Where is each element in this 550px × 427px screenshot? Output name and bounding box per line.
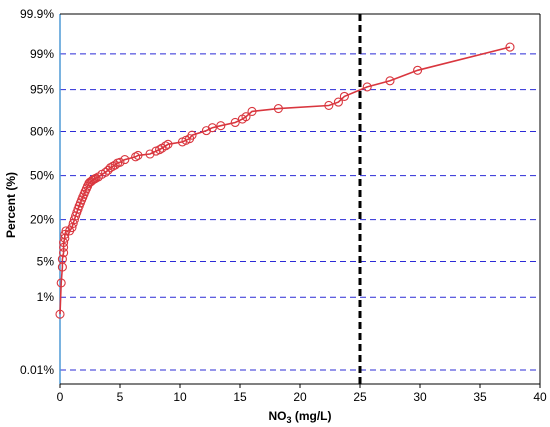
data-point-43 [133, 150, 143, 160]
data-point-57 [230, 117, 240, 128]
data-point-65 [362, 82, 372, 92]
gridlines [60, 13, 540, 371]
x-axis-title-main: NO [268, 409, 286, 423]
data-point-34 [101, 167, 111, 177]
data-point-1 [56, 278, 66, 288]
x-axis-title-subscript: 3 [286, 415, 291, 425]
data-point-61 [273, 104, 283, 114]
series-line-0 [59, 46, 511, 315]
data-point-4 [59, 248, 69, 258]
x-axis-title-unit: (mg/L) [292, 409, 332, 423]
y-tick-label-2: 5% [37, 255, 55, 269]
data-point-0 [55, 309, 65, 319]
axes [59, 13, 541, 388]
y-tick-label-1: 1% [37, 290, 55, 304]
data-point-40 [115, 157, 125, 167]
y-tick-label-7: 99% [30, 47, 54, 61]
x-tick-label-3: 15 [233, 390, 247, 404]
y-axis-title: Percent (%) [4, 172, 18, 238]
data-point-55 [207, 123, 217, 133]
data-point-44 [145, 149, 155, 159]
data-series [55, 42, 515, 319]
data-point-3 [57, 254, 67, 264]
data-point-68 [505, 42, 515, 52]
data-point-11 [67, 223, 77, 233]
x-tick-label-6: 30 [413, 390, 427, 404]
data-point-66 [385, 76, 395, 86]
data-point-37 [108, 161, 118, 171]
data-point-62 [324, 100, 334, 111]
y-tick-label-6: 95% [30, 83, 54, 97]
y-tick-label-0: 0.01% [20, 363, 54, 377]
x-tick-label-1: 5 [117, 390, 124, 404]
data-point-48 [161, 141, 171, 151]
y-tick-label-5: 80% [30, 125, 54, 139]
data-point-60 [247, 106, 257, 116]
data-point-67 [413, 65, 423, 75]
data-point-64 [339, 91, 349, 101]
data-point-59 [241, 112, 251, 122]
data-point-63 [333, 97, 343, 107]
data-point-53 [187, 130, 197, 140]
data-point-56 [216, 121, 226, 131]
x-tick-label-0: 0 [57, 390, 64, 404]
x-tick-label-5: 25 [353, 390, 367, 404]
x-tick-label-4: 20 [293, 390, 307, 404]
data-point-42 [131, 152, 141, 162]
data-point-36 [105, 163, 115, 173]
data-point-49 [163, 139, 173, 149]
x-axis-title: NO3 (mg/L) [268, 409, 331, 425]
data-point-54 [201, 126, 211, 136]
y-tick-label-8: 99.9% [20, 7, 54, 21]
y-tick-label-3: 20% [30, 213, 54, 227]
data-point-41 [120, 155, 130, 165]
x-tick-label-2: 10 [173, 390, 187, 404]
data-point-5 [59, 242, 69, 252]
y-tick-labels: 0.01% 1% 5% 20% 50% 80% 95% 99% 99.9% [20, 7, 54, 377]
x-tick-label-8: 40 [533, 390, 547, 404]
x-tick-labels: 0 5 10 15 20 25 30 35 40 [57, 390, 547, 404]
data-point-38 [110, 160, 120, 170]
x-tick-label-7: 35 [473, 390, 487, 404]
y-tick-label-4: 50% [30, 169, 54, 183]
